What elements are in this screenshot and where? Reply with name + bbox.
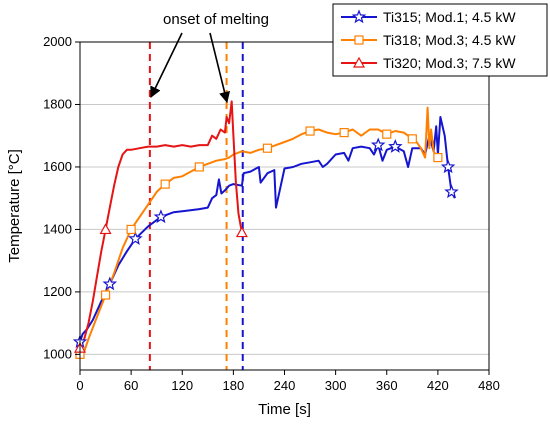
triangle-marker — [235, 226, 248, 238]
x-tick-label: 300 — [325, 378, 347, 393]
x-tick-label: 480 — [478, 378, 500, 393]
legend-label: Ti318; Mod.3; 4.5 kW — [383, 32, 516, 48]
star-marker — [370, 137, 386, 152]
square-marker — [194, 162, 204, 172]
x-tick-label: 180 — [223, 378, 245, 393]
square-marker — [126, 224, 136, 235]
x-tick-label: 420 — [427, 378, 449, 393]
y-tick-label: 2000 — [43, 34, 72, 49]
y-tick-label: 1600 — [43, 159, 72, 174]
square-marker — [382, 129, 392, 139]
square-marker — [262, 143, 273, 153]
x-tick-label: 0 — [76, 378, 83, 393]
square-marker — [339, 127, 349, 138]
square-marker — [433, 152, 443, 163]
x-tick-label: 60 — [124, 378, 138, 393]
y-tick-label: 1000 — [43, 346, 72, 361]
x-axis-ticks: 0 60 120 180 240 300 360 420 480 — [76, 370, 500, 393]
star-marker — [351, 9, 367, 24]
star-marker — [128, 231, 143, 246]
x-axis-title: Time [s] — [258, 401, 311, 418]
star-marker — [444, 184, 459, 199]
plot-frame — [79, 41, 490, 371]
grid-lines — [80, 41, 489, 355]
legend: Ti315; Mod.1; 4.5 kW Ti318; Mod.3; 4.5 kW… — [332, 3, 548, 77]
star-marker — [440, 159, 456, 174]
series-line — [79, 100, 243, 349]
triangle-marker — [99, 223, 112, 235]
melting-annotation: onset of melting — [150, 11, 269, 104]
x-tick-label: 240 — [274, 378, 296, 393]
star-marker — [388, 138, 403, 153]
star-marker — [153, 209, 169, 224]
x-tick-label: 360 — [376, 378, 398, 393]
annotation-arrow — [150, 32, 183, 99]
y-axis-ticks: 1000 1200 1400 1600 1800 2000 — [43, 34, 80, 361]
annotation-text: onset of melting — [163, 11, 269, 28]
square-marker — [407, 134, 417, 144]
legend-label: Ti320; Mod.3; 7.5 kW — [383, 55, 516, 71]
square-marker — [100, 290, 111, 300]
annotation-arrow — [209, 32, 231, 104]
y-tick-label: 1200 — [43, 284, 72, 299]
legend-label: Ti315; Mod.1; 4.5 kW — [383, 9, 516, 25]
square-marker — [160, 179, 170, 189]
y-tick-label: 1400 — [43, 221, 72, 236]
triangle-marker — [352, 56, 366, 68]
x-tick-label: 120 — [171, 378, 193, 393]
square-marker — [354, 35, 364, 45]
melting-onset-lines — [148, 42, 244, 370]
data-series — [79, 100, 456, 356]
series-markers — [72, 126, 459, 359]
square-marker — [305, 126, 315, 136]
star-marker — [102, 276, 118, 291]
y-axis-title: Temperature [°C] — [6, 149, 23, 263]
y-tick-label: 1800 — [43, 96, 72, 111]
